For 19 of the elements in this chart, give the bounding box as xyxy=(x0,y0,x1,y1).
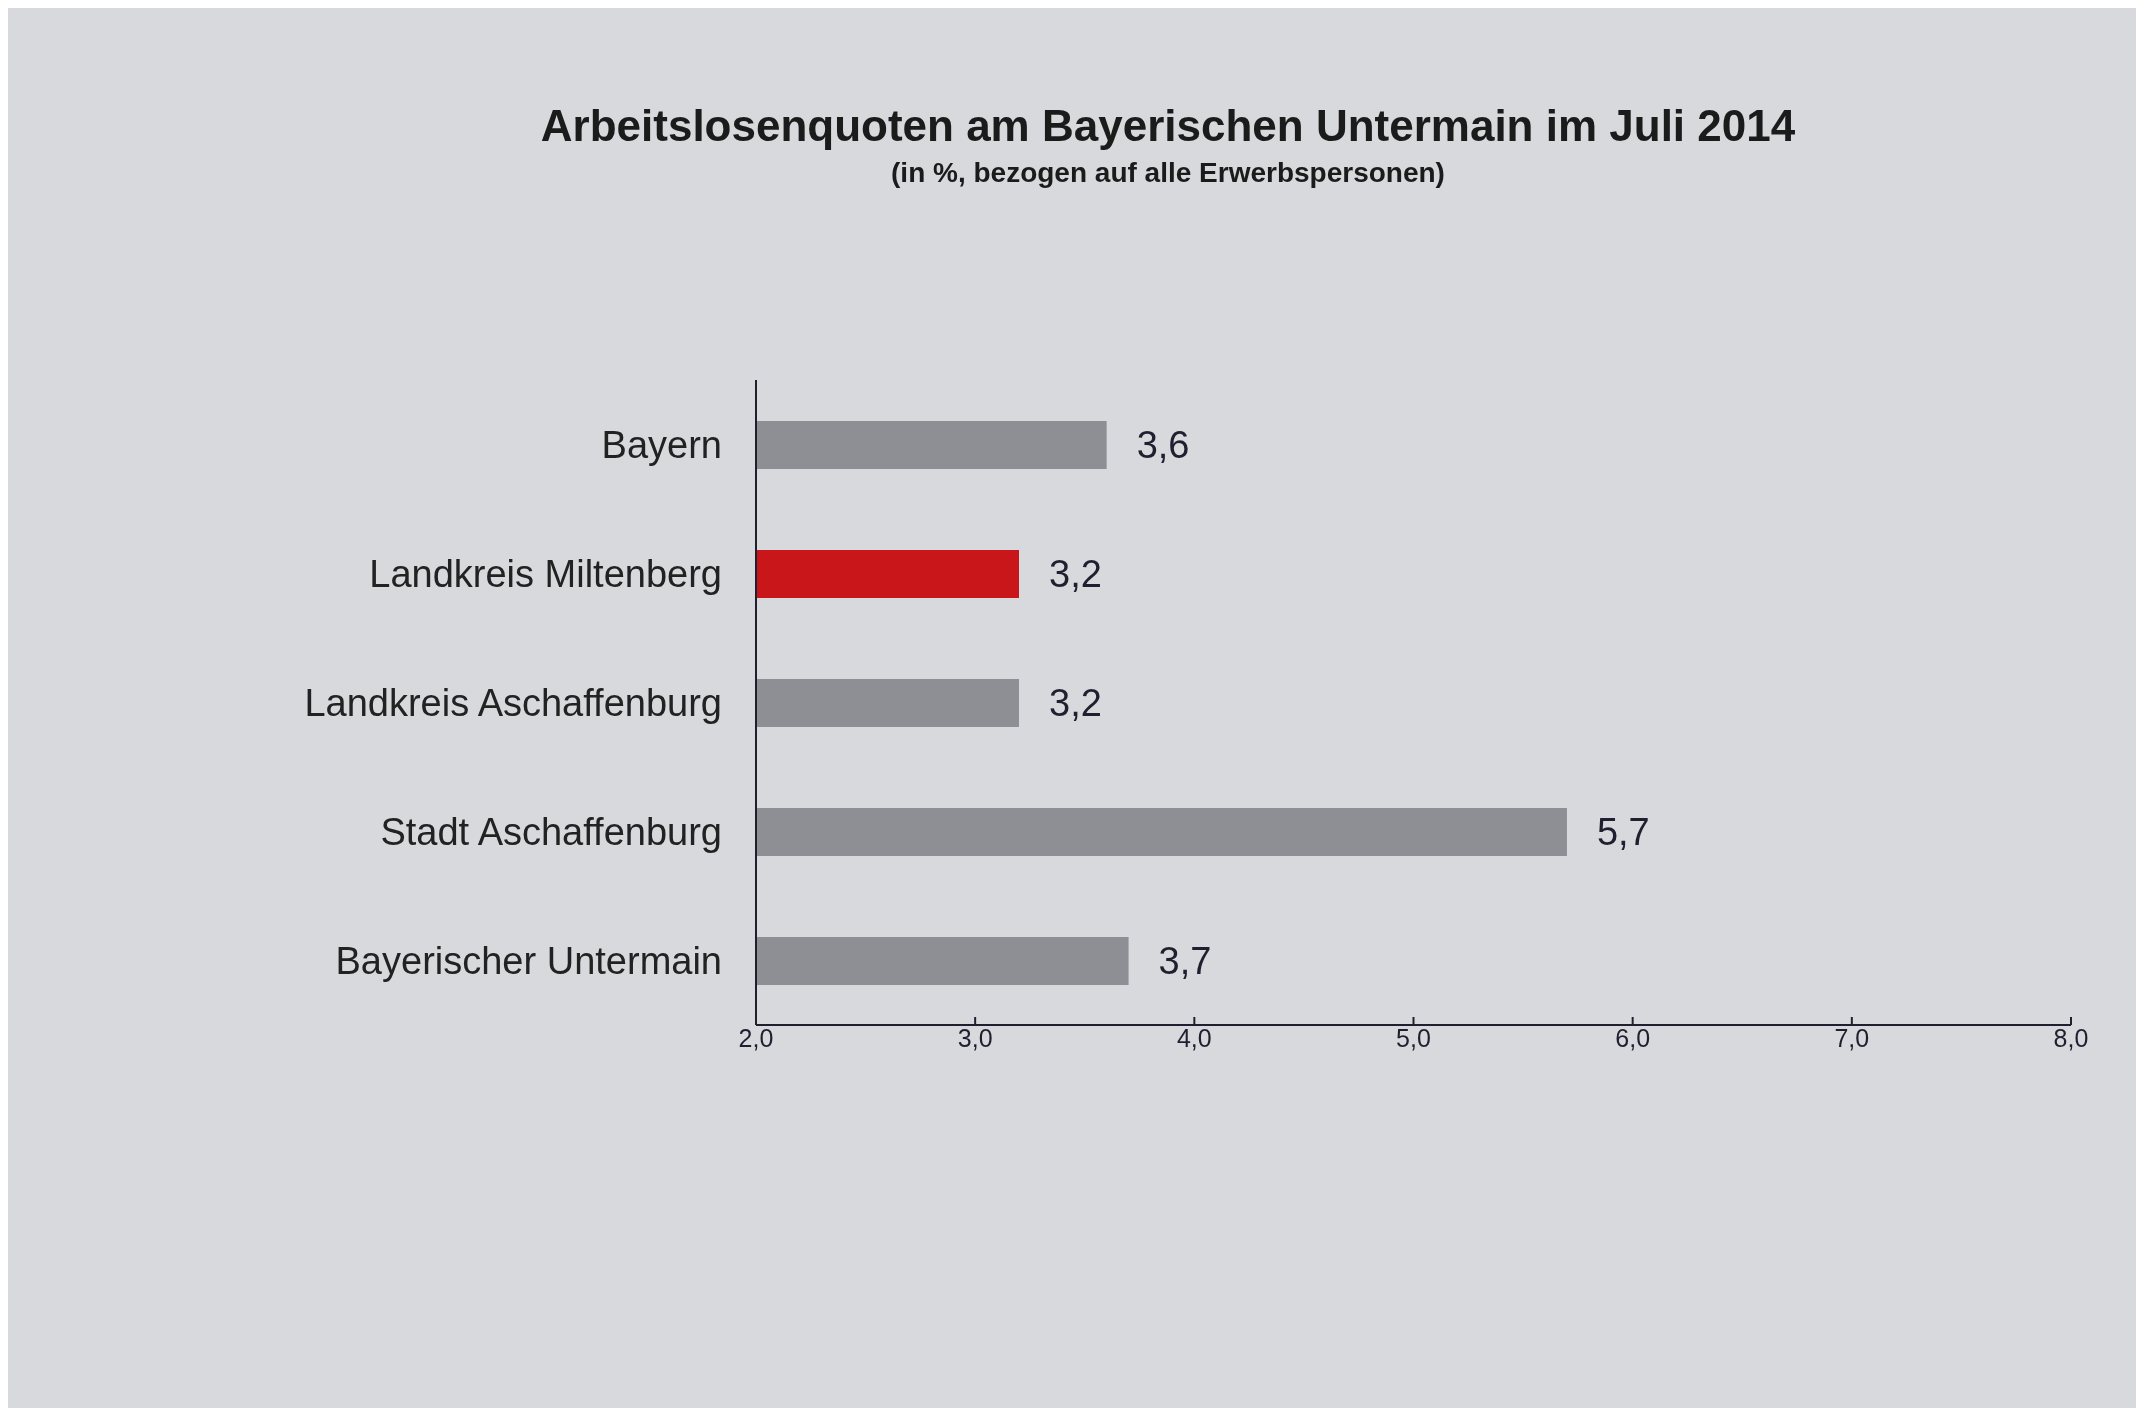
chart-subtitle: (in %, bezogen auf alle Erwerbspersonen) xyxy=(890,156,1446,190)
y-tick-label: Bayern xyxy=(601,423,722,466)
x-tick-label: 2,0 xyxy=(738,1024,774,1052)
data-label: 5,7 xyxy=(1596,811,1650,854)
data-label: 3,2 xyxy=(1049,553,1102,596)
y-tick-label: Landkreis Aschaffenburg xyxy=(304,681,722,724)
x-tick-label: 5,0 xyxy=(1396,1024,1431,1052)
chart-title: Arbeitslosenquoten am Bayerischen Untermain im Juli 2014 xyxy=(539,100,1797,152)
x-tick-label: 3,0 xyxy=(957,1024,993,1052)
x-tick-label: 6,0 xyxy=(1615,1024,1651,1052)
data-label: 3,7 xyxy=(1158,940,1212,983)
x-tick-label: 7,0 xyxy=(1834,1024,1870,1052)
data-label: 3,2 xyxy=(1049,682,1102,725)
x-tick-label: 8,0 xyxy=(2053,1024,2089,1052)
y-tick-label: Bayerischer Untermain xyxy=(335,939,722,982)
x-tick-label: 4,0 xyxy=(1176,1024,1212,1052)
y-tick-label: Landkreis Miltenberg xyxy=(369,552,722,595)
y-tick-label: Stadt Aschaffenburg xyxy=(380,810,722,853)
data-label: 3,6 xyxy=(1136,424,1190,467)
